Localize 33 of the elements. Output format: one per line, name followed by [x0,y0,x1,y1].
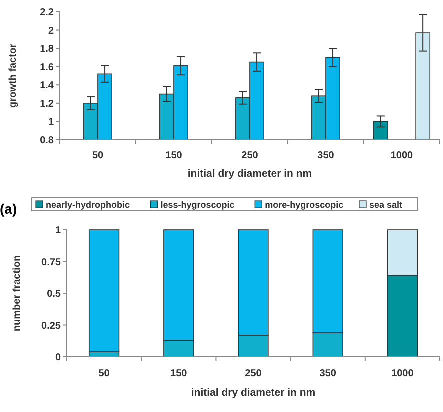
y-tick-label: 0.8 [40,136,54,146]
x-tick-label: 250 [245,368,262,380]
x-tick-label: 50 [92,150,104,162]
x-axis-title: initial dry diameter in nm [191,387,316,399]
x-tick-label: 1000 [392,368,414,380]
y-tick-label: 0.5 [47,289,62,300]
legend-label: less-hygroscopic [160,200,235,210]
bar [88,230,120,352]
x-tick-label: 50 [98,368,110,380]
x-axis-title: initial dry diameter in nm [188,168,312,180]
y-tick-label: 0.75 [42,257,62,268]
y-tick-label: 0 [55,352,62,364]
y-tick-label: 1 [55,226,62,236]
y-tick-label: 2.2 [40,8,54,18]
legend-label: nearly-hydrophobic [46,200,130,210]
y-tick-label: 0.25 [42,320,62,332]
y-tick-label: 1.6 [40,62,54,74]
text: (a) [0,201,18,217]
x-tick-label: 250 [242,150,259,162]
y-axis-title: number fraction [12,255,23,332]
legend-label: more-hygroscopic [265,200,344,210]
x-tick-label: 350 [318,150,335,162]
y-tick-label: 2 [48,26,54,37]
x-tick-label: 150 [170,368,188,380]
y-tick-label: 1.8 [40,44,54,56]
x-tick-label: 1000 [390,150,414,162]
y-tick-label: 1.4 [40,80,54,92]
legend-label: sea salt [370,200,403,210]
y-axis-title: growth factor [8,44,19,108]
y-tick-label: 1 [48,117,54,128]
x-tick-label: 350 [320,368,337,380]
x-tick-label: 150 [166,150,183,162]
y-tick-label: 1.2 [40,98,54,110]
